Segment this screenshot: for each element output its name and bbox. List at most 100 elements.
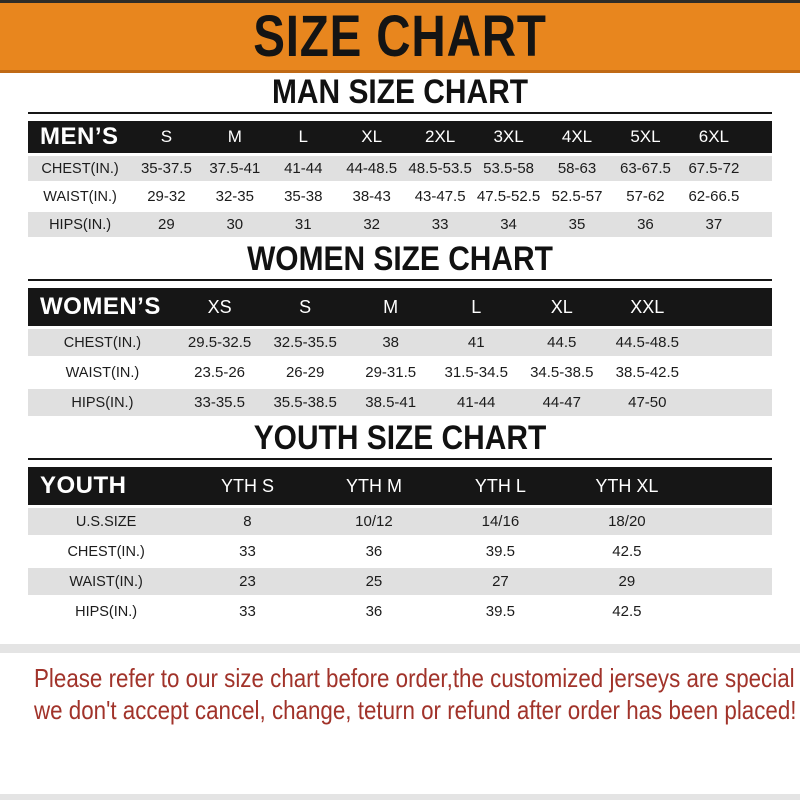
size-value-cell: 31.5-34.5 [433,359,519,386]
column-header: 3XL [474,121,543,153]
men-size-table: MEN’S S M L XL 2XL 3XL 4XL 5XL 6XL CHEST(IN.) 35-37… [28,118,772,240]
column-header: S [262,288,348,326]
table-row: HIPS(IN.) 33 36 39.5 42.5 [28,598,772,625]
size-value-cell: 33 [184,538,311,565]
row-spacer [748,184,772,209]
size-value-cell: 47-50 [604,389,691,416]
column-header: XS [176,288,263,326]
size-value-cell: 35 [542,212,612,237]
column-header: L [433,288,519,326]
column-header: 4XL [542,121,612,153]
row-label: HIPS(IN.) [28,598,185,625]
row-spacer [690,389,772,416]
row-spacer [690,538,772,565]
table-row: WAIST(IN.) 29-32 32-35 35-38 38-43 43-47.5 47.… [28,184,772,209]
column-header: 2XL [405,121,475,153]
column-header: YTH L [437,467,564,505]
size-value-cell: 29-32 [132,184,201,209]
size-value-cell: 47.5-52.5 [474,184,543,209]
table-row: CHEST(IN.) 35-37.5 37.5-41 41-44 44-48.5 48.5… [28,156,772,181]
youth-size-chart-section: YOUTH SIZE CHART YOUTH YTH S YTH M YTH L YTH… [0,419,800,628]
disclaimer-line-2: we don't accept cancel, change, teturn o… [34,694,797,725]
size-value-cell: 27 [437,568,564,595]
size-value-cell: 43-47.5 [405,184,475,209]
size-value-cell: 41-44 [269,156,338,181]
row-spacer [690,508,772,535]
size-value-cell: 29-31.5 [347,359,434,386]
table-header-row: YOUTH YTH S YTH M YTH L YTH XL [28,467,772,505]
youth-size-table: YOUTH YTH S YTH M YTH L YTH XL U.S.SIZE 8 10/12… [28,464,772,628]
size-chart-banner: SIZE CHART [0,0,800,73]
size-value-cell: 35.5-38.5 [262,389,348,416]
men-section-title: MAN SIZE CHART [272,73,528,111]
row-label: WAIST(IN.) [28,359,177,386]
table-header-label: MEN’S [28,121,133,153]
table-header-label: YOUTH [28,467,185,505]
header-spacer [690,288,772,326]
row-label: HIPS(IN.) [28,212,133,237]
row-spacer [748,156,772,181]
size-value-cell: 36 [611,212,680,237]
bottom-rule [0,794,800,800]
size-value-cell: 32 [337,212,406,237]
table-row: U.S.SIZE 8 10/12 14/16 18/20 [28,508,772,535]
table-top-rule [28,112,772,114]
column-header: L [269,121,338,153]
size-value-cell: 44.5 [519,329,605,356]
table-header-label: WOMEN’S [28,288,177,326]
size-value-cell: 33-35.5 [176,389,263,416]
men-size-chart-section: MAN SIZE CHART MEN’S S M L XL 2XL 3XL 4XL 5XL 6XL… [0,73,800,240]
row-spacer [690,598,772,625]
order-disclaimer-note: Please refer to our size chart before or… [0,644,800,735]
row-spacer [748,212,772,237]
column-header: S [132,121,201,153]
size-value-cell: 36 [310,538,438,565]
table-header-row: MEN’S S M L XL 2XL 3XL 4XL 5XL 6XL [28,121,772,153]
size-value-cell: 57-62 [611,184,680,209]
column-header: XL [519,288,605,326]
size-value-cell: 37.5-41 [200,156,270,181]
row-spacer [690,568,772,595]
size-value-cell: 67.5-72 [679,156,749,181]
column-header: M [347,288,434,326]
column-header: YTH M [310,467,438,505]
size-value-cell: 18/20 [563,508,691,535]
table-row: WAIST(IN.) 23.5-26 26-29 29-31.5 31.5-34.5 34… [28,359,772,386]
size-value-cell: 23 [184,568,311,595]
row-label: CHEST(IN.) [28,156,133,181]
row-spacer [690,329,772,356]
size-value-cell: 33 [184,598,311,625]
table-top-rule [28,458,772,460]
size-value-cell: 48.5-53.5 [405,156,475,181]
size-value-cell: 37 [679,212,749,237]
column-header: YTH S [184,467,311,505]
size-value-cell: 62-66.5 [679,184,749,209]
size-value-cell: 29.5-32.5 [176,329,263,356]
men-table-wrapper: MEN’S S M L XL 2XL 3XL 4XL 5XL 6XL CHEST(IN.) 35-37… [28,112,772,240]
size-value-cell: 38-43 [337,184,406,209]
size-value-cell: 44-48.5 [337,156,406,181]
women-table-wrapper: WOMEN’S XS S M L XL XXL CHEST(IN.) 29.5-32.5 32.5… [28,279,772,419]
size-value-cell: 26-29 [262,359,348,386]
table-row: CHEST(IN.) 29.5-32.5 32.5-35.5 38 41 44.5 44.5… [28,329,772,356]
size-value-cell: 8 [184,508,311,535]
size-value-cell: 29 [132,212,201,237]
size-value-cell: 23.5-26 [176,359,263,386]
size-value-cell: 44-47 [519,389,605,416]
women-section-title: WOMEN SIZE CHART [247,240,553,278]
size-value-cell: 38 [347,329,434,356]
size-value-cell: 38.5-41 [347,389,434,416]
size-value-cell: 31 [269,212,338,237]
size-value-cell: 29 [563,568,691,595]
women-size-chart-section: WOMEN SIZE CHART WOMEN’S XS S M L XL XXL CHEST(… [0,240,800,419]
table-row: HIPS(IN.) 33-35.5 35.5-38.5 38.5-41 41-44 44-… [28,389,772,416]
column-header: XXL [604,288,691,326]
column-header: YTH XL [563,467,691,505]
row-spacer [690,359,772,386]
size-value-cell: 44.5-48.5 [604,329,691,356]
row-label: CHEST(IN.) [28,538,185,565]
header-spacer [748,121,772,153]
table-row: HIPS(IN.) 29 30 31 32 33 34 35 36 37 [28,212,772,237]
column-header: XL [337,121,406,153]
